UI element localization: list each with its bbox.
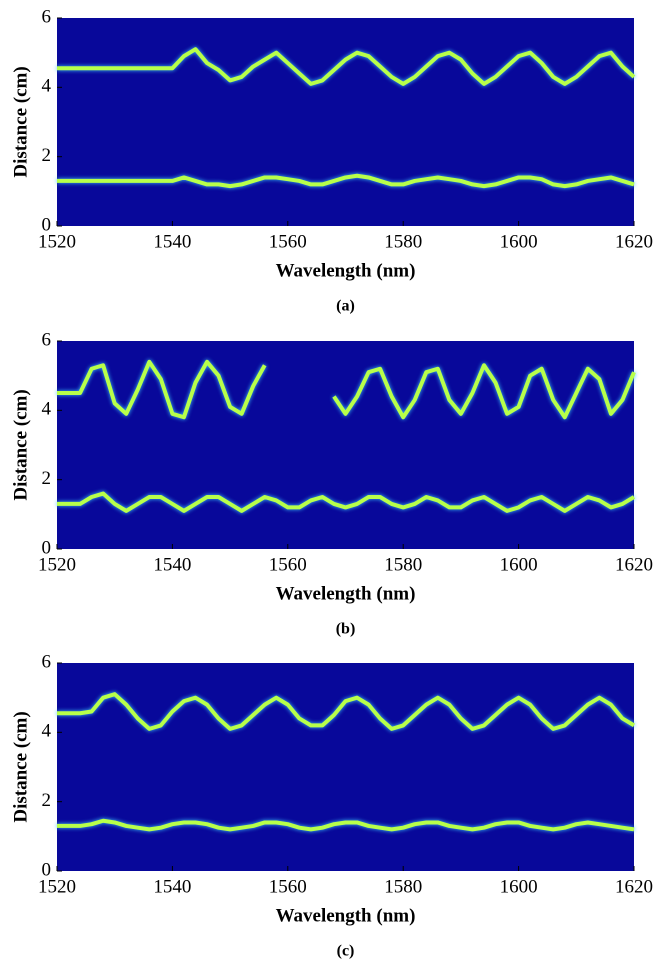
y-tick-label: 0: [42, 537, 52, 558]
trace: [57, 491, 636, 513]
x-tick-label: 1560: [269, 231, 307, 252]
y-axis-label: Distance (cm): [10, 711, 31, 822]
x-tick-label: 1600: [500, 876, 538, 897]
trace: [57, 818, 635, 832]
x-tick-label: 1560: [269, 876, 307, 897]
x-tick-label: 1580: [384, 876, 422, 897]
y-tick-label: 2: [42, 790, 52, 811]
y-axis-label: Distance (cm): [10, 66, 31, 177]
x-tick-label: 1540: [153, 554, 191, 575]
y-tick-label: 0: [42, 214, 52, 235]
x-tick-label: 1580: [384, 231, 422, 252]
trace: [57, 173, 635, 189]
x-tick-label: 1540: [153, 231, 191, 252]
plot-area: [57, 341, 634, 549]
x-tick-label: 1520: [38, 554, 76, 575]
y-axis-label: Distance (cm): [10, 389, 31, 500]
caption: (c): [337, 943, 355, 960]
caption: (a): [336, 298, 355, 315]
x-axis-label: Wavelength (nm): [276, 905, 416, 926]
x-tick-label: 1540: [153, 876, 191, 897]
trace: [57, 359, 636, 420]
y-tick-label: 6: [42, 6, 52, 27]
x-tick-label: 1600: [500, 231, 538, 252]
caption: (b): [336, 621, 356, 638]
x-tick-label: 1620: [615, 231, 653, 252]
trace: [57, 47, 636, 86]
y-tick-label: 6: [42, 329, 52, 350]
plot-area: [57, 663, 634, 871]
x-axis-label: Wavelength (nm): [276, 260, 416, 281]
y-tick-label: 4: [42, 721, 52, 742]
plot-area: [57, 18, 634, 226]
y-tick-label: 6: [42, 651, 52, 672]
x-tick-label: 1560: [269, 554, 307, 575]
y-tick-label: 2: [42, 468, 52, 489]
x-tick-label: 1620: [615, 554, 653, 575]
trace: [57, 692, 636, 731]
y-tick-label: 4: [42, 76, 52, 97]
y-tick-label: 2: [42, 145, 52, 166]
x-tick-label: 1520: [38, 876, 76, 897]
x-tick-label: 1620: [615, 876, 653, 897]
x-tick-label: 1600: [500, 554, 538, 575]
y-tick-label: 0: [42, 859, 52, 880]
y-tick-label: 4: [42, 399, 52, 420]
x-tick-label: 1580: [384, 554, 422, 575]
x-axis-label: Wavelength (nm): [276, 583, 416, 604]
x-tick-label: 1520: [38, 231, 76, 252]
